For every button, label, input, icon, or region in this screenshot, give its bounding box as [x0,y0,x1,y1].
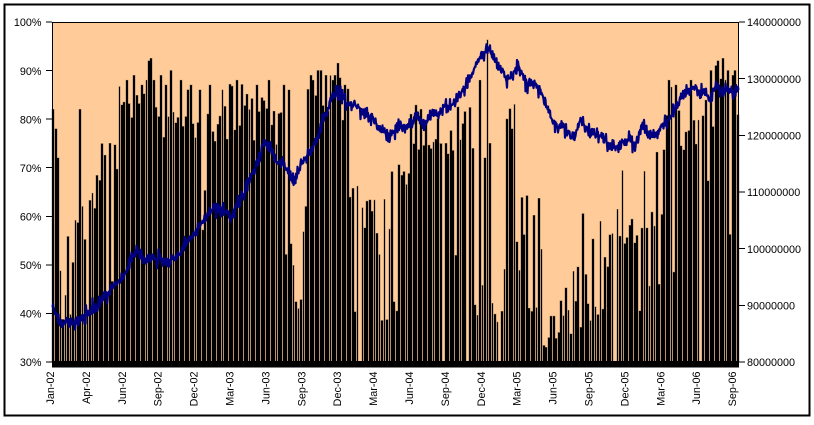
svg-text:120000000: 120000000 [747,130,801,142]
svg-text:30%: 30% [20,357,42,369]
svg-text:Sep-03: Sep-03 [296,372,308,407]
svg-text:Sep-02: Sep-02 [153,372,165,407]
svg-text:Sep-04: Sep-04 [440,372,452,407]
svg-text:80000000: 80000000 [747,357,795,369]
svg-text:80%: 80% [20,114,42,126]
svg-text:Dec-05: Dec-05 [619,372,631,407]
svg-text:Sep-05: Sep-05 [584,372,596,407]
svg-text:Dec-04: Dec-04 [476,372,488,407]
svg-text:40%: 40% [20,309,42,321]
svg-text:Mar-06: Mar-06 [655,372,667,406]
svg-text:Jun-03: Jun-03 [260,372,272,405]
svg-text:110000000: 110000000 [747,187,800,199]
svg-text:Mar-03: Mar-03 [225,372,237,406]
svg-text:Mar-04: Mar-04 [368,372,380,406]
svg-text:Jun-05: Jun-05 [548,372,560,405]
svg-text:Jun-06: Jun-06 [691,372,703,405]
svg-text:Sep-06: Sep-06 [727,372,739,407]
svg-text:70%: 70% [20,163,42,175]
svg-text:100000000: 100000000 [747,244,801,256]
svg-text:Jan-02: Jan-02 [45,372,57,405]
svg-text:90000000: 90000000 [747,300,795,312]
svg-text:Jun-02: Jun-02 [117,372,129,405]
svg-text:130000000: 130000000 [747,74,801,86]
svg-text:140000000: 140000000 [747,17,801,29]
svg-text:50%: 50% [20,260,42,272]
svg-text:60%: 60% [20,211,42,223]
svg-text:90%: 90% [20,66,42,78]
svg-text:Mar-05: Mar-05 [512,372,524,406]
svg-text:Jun-04: Jun-04 [404,372,416,405]
svg-text:Dec-02: Dec-02 [189,372,201,407]
svg-text:Apr-02: Apr-02 [81,372,93,404]
svg-text:100%: 100% [14,17,42,29]
svg-text:Dec-03: Dec-03 [332,372,344,407]
